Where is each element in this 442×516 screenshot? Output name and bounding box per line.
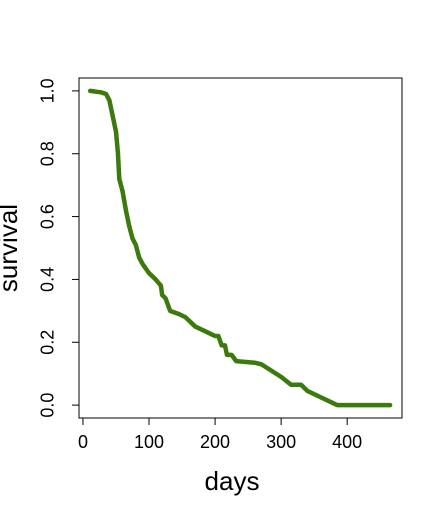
y-tick-label: 0.2 [38, 330, 58, 355]
x-tick-label: 100 [134, 432, 164, 452]
x-tick-label: 400 [332, 432, 362, 452]
x-tick-label: 200 [200, 432, 230, 452]
x-tick-label: 300 [266, 432, 296, 452]
y-tick-label: 0.6 [38, 204, 58, 229]
y-tick-label: 0.0 [38, 393, 58, 418]
y-tick-label: 0.8 [38, 141, 58, 166]
x-tick-label: 0 [78, 432, 88, 452]
x-axis-label: days [205, 466, 260, 496]
y-tick-label: 1.0 [38, 78, 58, 103]
y-tick-label: 0.4 [38, 267, 58, 292]
survival-line [87, 88, 393, 408]
plot-frame [78, 77, 403, 419]
y-axis-label: survival [0, 204, 23, 292]
